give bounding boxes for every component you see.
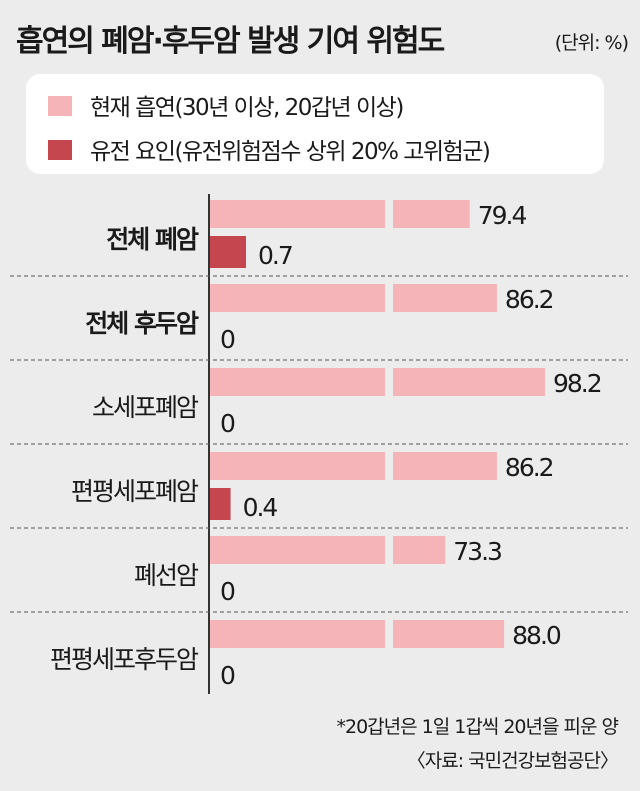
value-label-genetic: 0: [220, 661, 235, 690]
value-label-smoking: 86.2: [505, 285, 553, 314]
value-label-genetic: 0: [220, 325, 235, 354]
footnote: *20갑년은 1일 1갑씩 20년을 피운 양: [336, 716, 619, 738]
category-label: 편평세포후두암: [50, 645, 199, 674]
bar-smoking: [393, 536, 446, 564]
category-label: 편평세포폐암: [71, 477, 199, 506]
legend: 현재 흡연(30년 이상, 20갑년 이상) 유전 요인(유전위험점수 상위 2…: [26, 74, 604, 174]
category-label: 폐선암: [134, 561, 199, 590]
value-label-smoking: 79.4: [478, 201, 527, 230]
legend-swatch-genetic: [48, 140, 72, 160]
bar-smoking-segment-1: [210, 536, 385, 564]
bar-smoking: [393, 368, 545, 396]
bar-smoking-segment-1: [210, 452, 385, 480]
category-label: 소세포폐암: [92, 393, 199, 422]
category-label: 전체 폐암: [106, 225, 199, 254]
value-label-genetic: 0: [220, 409, 235, 438]
value-label-genetic: 0: [220, 577, 235, 606]
legend-swatch-smoking: [48, 96, 72, 116]
bar-genetic: [210, 488, 231, 520]
legend-label-genetic: 유전 요인(유전위험점수 상위 20% 고위험군): [90, 139, 491, 165]
bar-smoking-segment-1: [210, 284, 385, 312]
bar-smoking: [393, 620, 505, 648]
source-note: 〈자료: 국민건강보험공단〉: [406, 750, 619, 772]
legend-label-smoking: 현재 흡연(30년 이상, 20갑년 이상): [90, 95, 404, 121]
value-label-smoking: 98.2: [553, 369, 601, 398]
value-label-genetic: 0.4: [243, 493, 278, 522]
category-label: 전체 후두암: [85, 309, 199, 338]
bar-smoking-segment-1: [210, 200, 385, 228]
bar-smoking: [393, 200, 470, 228]
bar-smoking-segment-1: [210, 620, 385, 648]
unit-label: (단위: %): [554, 32, 629, 54]
bar-genetic: [210, 236, 246, 268]
value-label-smoking: 73.3: [453, 537, 501, 566]
title-row: 흡연의 폐암·후두암 발생 기여 위험도 (단위: %): [16, 10, 629, 60]
bar-smoking: [393, 452, 497, 480]
value-label-genetic: 0.7: [258, 241, 292, 270]
bar-smoking: [393, 284, 497, 312]
bar-smoking-segment-1: [210, 368, 385, 396]
value-label-smoking: 86.2: [505, 453, 553, 482]
value-label-smoking: 88.0: [512, 621, 561, 650]
chart-title: 흡연의 폐암·후두암 발생 기여 위험도: [16, 24, 445, 59]
